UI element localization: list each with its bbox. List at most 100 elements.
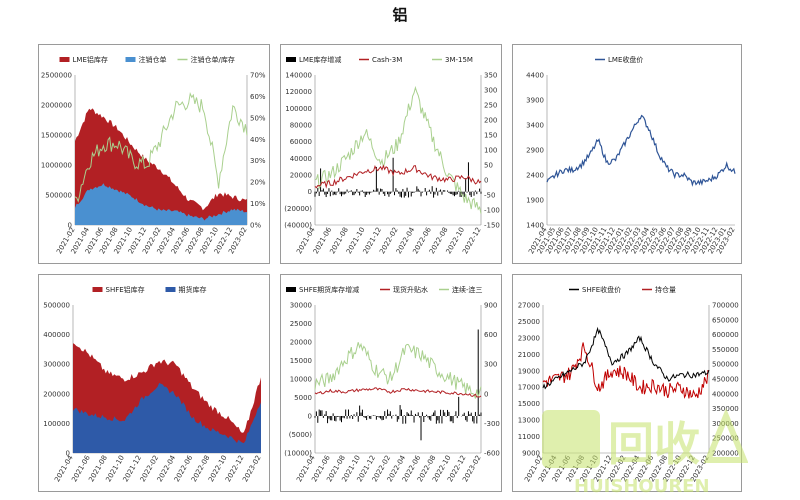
y-tick-left-label: 40000 xyxy=(290,155,312,163)
shfe-close-line xyxy=(542,326,710,390)
y-tick-left-label: 25000 xyxy=(290,320,312,328)
y-tick-right-label: 650000 xyxy=(712,316,739,324)
y-tick-right-label: 70% xyxy=(250,72,266,80)
y-tick-left-label: 20000 xyxy=(290,172,312,180)
shfe-close-chart: 9000 11000 13000 15000 17000 19000 21000 23000 2… xyxy=(512,274,742,492)
y-tick-right-label: 500000 xyxy=(712,361,739,369)
y-tick-left-label: 20000 xyxy=(290,339,312,347)
y-tick-left-label: 120000 xyxy=(285,88,312,96)
legend-swatch xyxy=(286,287,296,292)
y-tick-right-label: 300 xyxy=(484,361,497,369)
y-tick-left-label: 140000 xyxy=(285,72,312,80)
y-tick-right-label: 200000 xyxy=(712,450,739,458)
y-tick-left-label: 300000 xyxy=(43,361,70,369)
y-tick-right-label: -150 xyxy=(484,222,500,230)
y-tick-right-label: 250000 xyxy=(712,435,739,443)
y-tick-left-label: 11000 xyxy=(518,433,540,441)
spread-3m-15m-line xyxy=(314,85,482,214)
y-tick-right-label: 400000 xyxy=(712,390,739,398)
legend-label: 注销仓单/库存 xyxy=(191,55,235,64)
y-tick-right-label: 350 xyxy=(484,72,497,80)
spot-premium-line xyxy=(314,387,482,398)
legend-label: 持仓量 xyxy=(655,285,676,294)
y-tick-left-label: 17000 xyxy=(518,384,540,392)
legend-label: LME铝库存 xyxy=(73,55,108,64)
y-tick-left-label: 30000 xyxy=(290,302,312,310)
y-tick-left-label: 19000 xyxy=(518,367,540,375)
y-tick-left-label: 3400 xyxy=(526,122,544,130)
y-tick-right-label: 0 xyxy=(484,390,488,398)
y-tick-left-label: 2500000 xyxy=(41,72,72,80)
y-tick-left-label: 0 xyxy=(68,222,72,230)
y-tick-right-label: 550000 xyxy=(712,346,739,354)
legend-label: 3M-15M xyxy=(445,56,473,64)
y-tick-right-label: 600 xyxy=(484,331,497,339)
legend-label: Cash-3M xyxy=(372,56,402,64)
y-tick-left-label: 500000 xyxy=(45,192,72,200)
y-tick-left-label: 2000000 xyxy=(41,102,72,110)
y-tick-right-label: 30% xyxy=(250,157,266,165)
lme-spread-chart: (40000) (20000) 0 20000 40000 60000 80000 10000… xyxy=(280,44,502,264)
y-tick-right-label: 300 xyxy=(484,87,497,95)
y-tick-left-label: 500000 xyxy=(43,302,70,310)
y-tick-left-label: 23000 xyxy=(518,334,540,342)
y-tick-right-label: 20% xyxy=(250,179,266,187)
spread-cont-cont3-line xyxy=(314,342,482,399)
y-tick-left-label: 2900 xyxy=(526,147,544,155)
y-tick-left-label: 80000 xyxy=(290,122,312,130)
y-tick-left-label: (40000) xyxy=(284,222,312,230)
legend-label: 连续-连三 xyxy=(452,285,483,294)
y-tick-left-label: 200000 xyxy=(43,390,70,398)
y-tick-left-label: 9000 xyxy=(522,450,540,458)
y-tick-right-label: 600000 xyxy=(712,331,739,339)
legend-label: 期货库存 xyxy=(179,285,207,294)
y-tick-right-label: 50% xyxy=(250,114,266,122)
y-tick-left-label: 25000 xyxy=(518,318,540,326)
y-tick-left-label: 21000 xyxy=(518,351,540,359)
y-tick-right-label: 300000 xyxy=(712,420,739,428)
y-tick-left-label: 100000 xyxy=(285,105,312,113)
shfe-spread-svg: (10000) (5000) 0 5000 10000 15000 20000 25000 30… xyxy=(284,285,500,483)
legend-label: SHFE收盘价 xyxy=(582,285,621,294)
legend-label: SHFE期货库存增减 xyxy=(299,285,359,294)
y-tick-right-label: 0% xyxy=(250,222,261,230)
futures-stock-area xyxy=(73,383,261,453)
y-tick-left-label: 0 xyxy=(308,188,312,196)
lme-stock-svg: 0 500000 1000000 1500000 2000000 2500000 0% 10%… xyxy=(41,55,266,255)
y-tick-right-label: -600 xyxy=(484,450,500,458)
y-tick-left-label: (10000) xyxy=(284,450,312,458)
y-tick-left-label: 13000 xyxy=(518,417,540,425)
y-tick-left-label: 1000000 xyxy=(41,162,72,170)
y-tick-right-label: 0 xyxy=(484,177,488,185)
legend-swatch xyxy=(59,57,70,62)
y-tick-right-label: 40% xyxy=(250,136,266,144)
y-tick-right-label: 450000 xyxy=(712,376,739,384)
legend-swatch xyxy=(165,287,176,292)
y-tick-left-label: 2400 xyxy=(526,172,544,180)
y-tick-right-label: 700000 xyxy=(712,302,739,310)
y-tick-right-label: 100 xyxy=(484,147,497,155)
y-tick-left-label: 0 xyxy=(66,450,70,458)
y-tick-left-label: 0 xyxy=(308,413,312,421)
legend-label: 注销仓单 xyxy=(139,55,167,64)
y-tick-left-label: 100000 xyxy=(43,420,70,428)
y-tick-left-label: 4400 xyxy=(526,72,544,80)
y-tick-left-label: (20000) xyxy=(284,205,312,213)
spread-cash-3m-line xyxy=(314,164,482,189)
y-tick-left-label: 1400 xyxy=(526,222,544,230)
page-title: 铝 xyxy=(392,6,408,24)
y-tick-right-label: 60% xyxy=(250,93,266,101)
lme-stock-chart: 0 500000 1000000 1500000 2000000 2500000 0% 10%… xyxy=(38,44,270,264)
y-tick-left-label: (5000) xyxy=(289,431,313,439)
y-tick-right-label: 50 xyxy=(484,162,493,170)
y-tick-left-label: 5000 xyxy=(294,394,312,402)
legend-swatch xyxy=(125,57,136,62)
y-tick-left-label: 15000 xyxy=(518,400,540,408)
y-tick-left-label: 15000 xyxy=(290,357,312,365)
y-tick-right-label: 250 xyxy=(484,102,497,110)
shfe-spread-chart: (10000) (5000) 0 5000 10000 15000 20000 25000 30… xyxy=(280,274,502,492)
legend-label: LME库存增减 xyxy=(299,55,341,64)
y-tick-left-label: 1900 xyxy=(526,197,544,205)
y-tick-right-label: 900 xyxy=(484,302,497,310)
cancelled-warrant-area xyxy=(75,183,247,225)
